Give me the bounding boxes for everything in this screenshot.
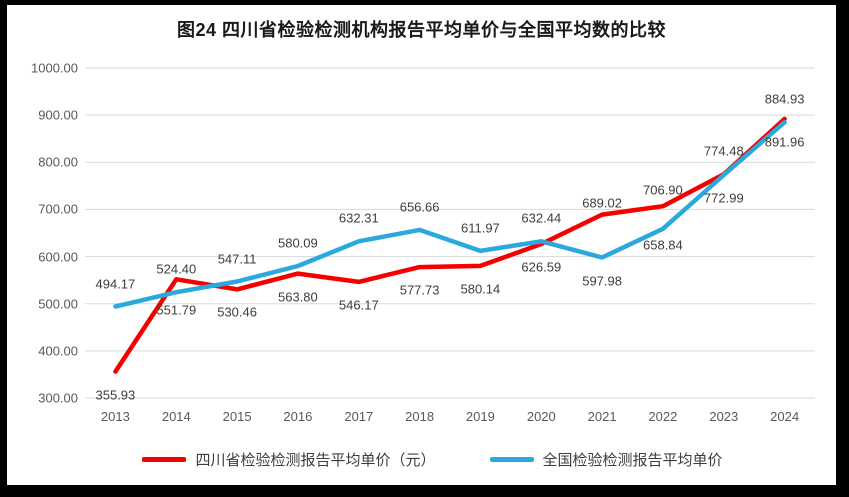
data-label-national-2020: 632.44 — [521, 210, 562, 226]
data-label-national-2014: 524.40 — [156, 261, 197, 277]
data-label-sichuan-2020: 626.59 — [521, 259, 562, 275]
series-line-national — [113, 119, 787, 309]
x-axis-label: 2019 — [465, 409, 495, 424]
legend-label-national: 全国检验检测报告平均单价 — [542, 452, 723, 469]
x-axis-label: 2014 — [161, 409, 191, 424]
y-axis-tick: 1000.00 — [31, 60, 78, 76]
data-label-national-2023: 772.99 — [703, 190, 744, 206]
data-label-sichuan-2024: 891.96 — [764, 134, 805, 150]
x-axis-label: 2013 — [100, 409, 130, 424]
data-label-sichuan-2021: 689.02 — [582, 195, 622, 211]
legend-swatch-sichuan — [142, 457, 187, 462]
data-label-national-2019: 611.97 — [460, 220, 500, 236]
plot-area: 1000.00 900.00 800.00 700.00 600.00 500.00 400… — [7, 5, 836, 485]
data-label-national-2024: 884.93 — [764, 91, 805, 107]
data-label-national-2021: 597.98 — [582, 273, 622, 288]
x-axis-label: 2015 — [222, 409, 252, 424]
data-label-national-2018: 656.66 — [399, 199, 440, 215]
y-axis-tick: 900.00 — [38, 107, 78, 123]
data-label-sichuan-2015: 530.46 — [217, 304, 257, 320]
y-axis-tick: 300.00 — [38, 390, 78, 406]
data-label-national-2022: 658.84 — [643, 237, 683, 253]
y-axis-tick: 400.00 — [38, 343, 78, 359]
x-axis-label: 2023 — [709, 409, 739, 424]
data-label-sichuan-2014: 551.79 — [156, 302, 197, 318]
data-label-sichuan-2013: 355.93 — [95, 387, 136, 403]
legend-item-sichuan: 四川省检验检测报告平均单价（元） — [142, 449, 436, 470]
data-label-national-2016: 580.09 — [278, 235, 318, 251]
series-line-sichuan — [113, 116, 787, 374]
data-label-sichuan-2019: 580.14 — [460, 281, 501, 297]
data-label-sichuan-2016: 563.80 — [278, 289, 318, 305]
data-label-sichuan-2017: 546.17 — [338, 297, 379, 313]
y-axis-tick: 600.00 — [38, 249, 78, 265]
data-label-sichuan-2023: 774.48 — [703, 143, 744, 159]
legend-swatch-national — [489, 457, 534, 462]
chart-title: 图24 四川省检验检测机构报告平均单价与全国平均数的比较 — [176, 20, 667, 40]
legend: 四川省检验检测报告平均单价（元） 全国检验检测报告平均单价 — [7, 449, 836, 470]
x-axis-label: 2017 — [344, 409, 374, 424]
data-label-national-2015: 547.11 — [217, 251, 257, 266]
data-label-sichuan-2022: 706.90 — [643, 182, 683, 198]
legend-label-sichuan: 四川省检验检测报告平均单价（元） — [195, 452, 436, 469]
y-axis-tick: 700.00 — [38, 201, 78, 217]
data-label-national-2017: 632.31 — [338, 210, 379, 226]
y-axis-tick: 800.00 — [38, 154, 78, 170]
x-axis-label: 2022 — [648, 409, 678, 424]
x-axis-label: 2021 — [587, 409, 617, 424]
x-axis-label: 2020 — [526, 409, 556, 424]
data-label-national-2013: 494.17 — [95, 276, 136, 291]
x-axis-label: 2024 — [770, 409, 800, 424]
x-axis-label: 2018 — [405, 409, 435, 424]
y-axis-tick: 500.00 — [38, 296, 78, 312]
x-axis-label: 2016 — [283, 409, 313, 424]
legend-item-national: 全国检验检测报告平均单价 — [489, 449, 723, 470]
data-label-sichuan-2018: 577.73 — [399, 282, 440, 298]
chart-svg — [85, 67, 815, 399]
chart-canvas: 图24 四川省检验检测机构报告平均单价与全国平均数的比较 1000.00 900.… — [7, 5, 836, 485]
